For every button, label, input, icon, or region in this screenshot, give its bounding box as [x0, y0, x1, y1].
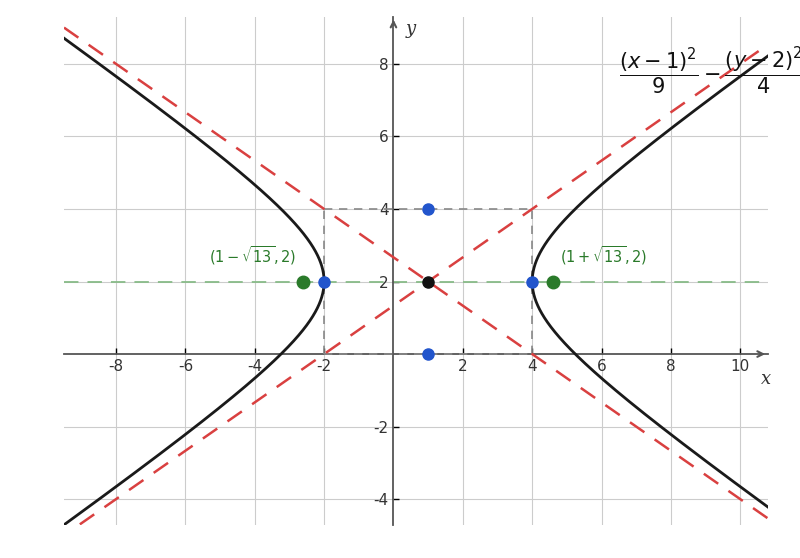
Text: $(1 + \sqrt{13}, 2)$: $(1 + \sqrt{13}, 2)$: [560, 244, 647, 267]
Text: $(1 - \sqrt{13}, 2)$: $(1 - \sqrt{13}, 2)$: [209, 244, 296, 267]
Text: $\dfrac{(x-1)^2}{9} - \dfrac{(y-2)^2}{4} = 1$: $\dfrac{(x-1)^2}{9} - \dfrac{(y-2)^2}{4}…: [619, 46, 800, 98]
Text: x: x: [762, 371, 771, 388]
Text: y: y: [406, 20, 416, 39]
